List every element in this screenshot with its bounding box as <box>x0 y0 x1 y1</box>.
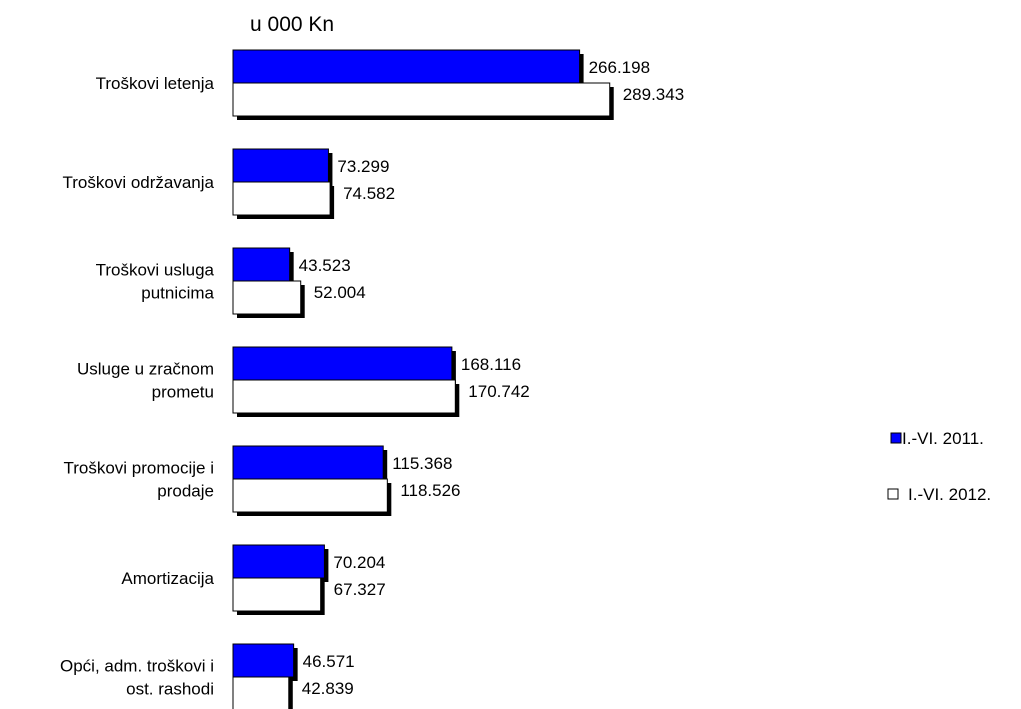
bar-2012 <box>232 181 331 216</box>
value-label-2011: 168.116 <box>461 355 521 374</box>
bar-2011 <box>232 643 295 678</box>
value-label-2011: 73.299 <box>337 157 389 176</box>
bar-2012 <box>232 676 290 709</box>
category-label: Troškovi letenja <box>96 74 215 93</box>
category-label: putnicima <box>141 284 214 303</box>
bar-2011 <box>232 49 581 84</box>
category-label: prodaje <box>157 482 214 501</box>
legend-label-2011: I.-VI. 2011. <box>902 429 984 448</box>
value-label-2012: 42.839 <box>302 679 354 698</box>
bar-2011 <box>232 148 329 183</box>
legend: I.-VI. 2011. I.-VI. 2012. <box>887 429 991 504</box>
category-labels: Troškovi letenja Troškovi održavanja Trošk… <box>60 74 215 699</box>
value-labels: 266.198 289.343 73.299 74.582 43.523 52.004 16… <box>299 58 685 698</box>
legend-label-2012: I.-VI. 2012. <box>908 485 991 504</box>
value-label-2012: 74.582 <box>343 184 395 203</box>
category-label: Troškovi usluga <box>96 261 215 280</box>
value-label-2012: 170.742 <box>468 382 529 401</box>
category-label: Opći, adm. troškovi i <box>60 657 214 676</box>
value-label-2011: 70.204 <box>333 553 385 572</box>
value-label-2012: 289.343 <box>623 85 684 104</box>
value-label-2011: 46.571 <box>303 652 355 671</box>
bar-2012 <box>232 478 388 513</box>
value-label-2011: 43.523 <box>299 256 351 275</box>
bar-2011 <box>232 346 453 381</box>
bar-2011 <box>232 445 384 480</box>
category-label: Troškovi održavanja <box>63 173 215 192</box>
unit-label: u 000 Kn <box>250 13 334 36</box>
category-label: Usluge u zračnom <box>77 360 214 379</box>
bar-2012 <box>232 280 302 315</box>
value-label-2011: 266.198 <box>589 58 650 77</box>
bar-2012 <box>232 577 322 612</box>
category-label: ost. rashodi <box>126 680 214 699</box>
bar-2012 <box>232 82 611 117</box>
value-label-2012: 67.327 <box>334 580 386 599</box>
value-label-2012: 118.526 <box>400 481 460 500</box>
bar-2011 <box>232 247 291 282</box>
legend-swatch-2012 <box>887 488 899 500</box>
value-label-2011: 115.368 <box>392 454 452 473</box>
bars-group <box>232 49 614 709</box>
category-label: Troškovi promocije i <box>63 459 214 478</box>
category-label: Amortizacija <box>121 569 214 588</box>
legend-swatch-2011 <box>890 432 902 444</box>
bar-2011 <box>232 544 325 579</box>
category-label: prometu <box>152 383 214 402</box>
value-label-2012: 52.004 <box>314 283 366 302</box>
bar-2012 <box>232 379 456 414</box>
